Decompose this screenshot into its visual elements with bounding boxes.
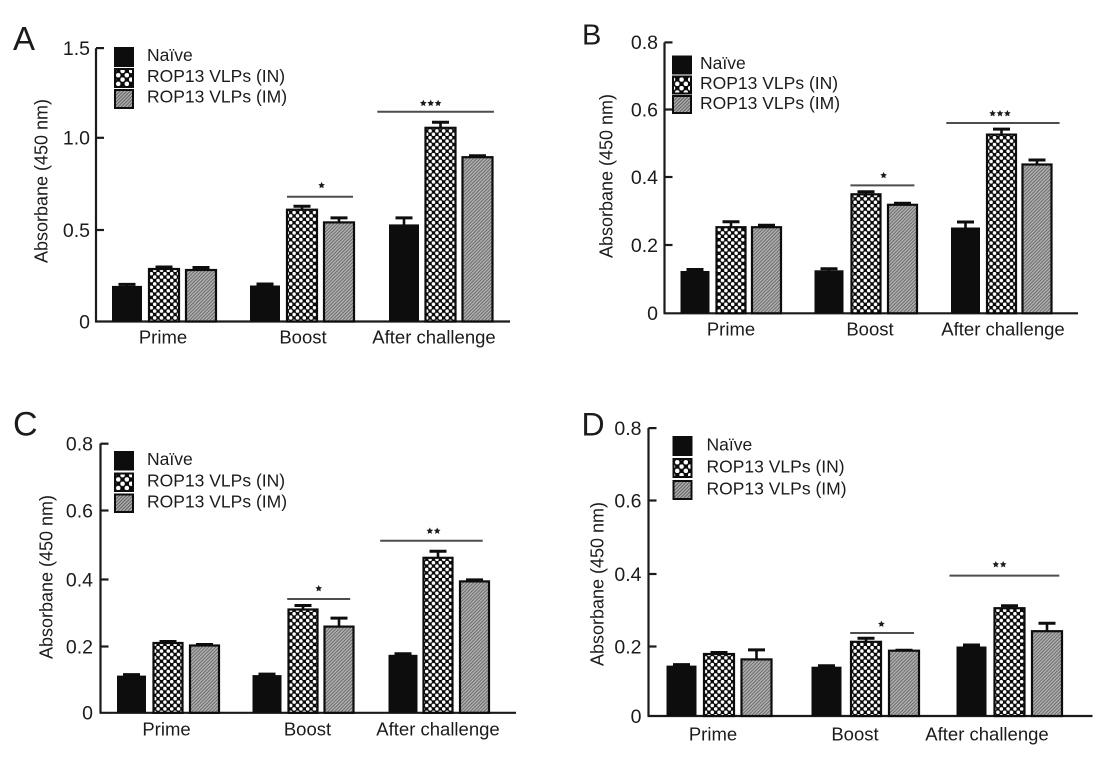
svg-text:ROP13 VLPs (IM): ROP13 VLPs (IM) [707,479,847,499]
svg-text:ROP13 VLPs (IM): ROP13 VLPs (IM) [147,492,287,512]
svg-text:0: 0 [631,706,642,728]
svg-text:ROP13 VLPs (IN): ROP13 VLPs (IN) [700,73,838,93]
svg-text:1.0: 1.0 [63,128,90,150]
svg-text:Prime: Prime [142,719,190,740]
svg-text:ROP13 VLPs (IN): ROP13 VLPs (IN) [147,471,285,491]
svg-text:B: B [582,20,601,52]
svg-text:0.6: 0.6 [66,500,93,522]
svg-text:0.6: 0.6 [614,490,641,512]
svg-text:0: 0 [82,703,93,725]
svg-text:ROP13 VLPs (IM): ROP13 VLPs (IM) [700,93,840,113]
svg-text:Naïve: Naïve [700,53,746,73]
svg-text:After challenge: After challenge [925,724,1048,745]
svg-text:ROP13 VLPs (IM): ROP13 VLPs (IM) [147,87,287,107]
svg-text:Absorbane (450 nm): Absorbane (450 nm) [36,495,56,659]
svg-text:0.4: 0.4 [614,564,641,586]
svg-text:Naïve: Naïve [147,45,193,65]
svg-text:0.8: 0.8 [614,418,641,440]
svg-text:0.2: 0.2 [631,235,658,257]
svg-text:0.8: 0.8 [631,32,658,54]
svg-text:C: C [13,406,38,444]
svg-text:0.4: 0.4 [631,167,658,189]
svg-text:Prime: Prime [689,724,737,745]
svg-text:ROP13 VLPs (IN): ROP13 VLPs (IN) [147,66,285,86]
svg-text:Boost: Boost [279,327,326,348]
svg-text:0: 0 [647,303,658,325]
svg-text:Prime: Prime [707,319,755,340]
svg-text:0.4: 0.4 [66,569,93,591]
svg-text:Naïve: Naïve [147,449,193,469]
svg-text:Absorbane (450 nm): Absorbane (450 nm) [587,502,607,666]
svg-text:D: D [582,407,605,443]
svg-text:After challenge: After challenge [376,719,499,740]
svg-text:Boost: Boost [284,719,331,740]
svg-text:Boost: Boost [831,724,878,745]
svg-text:1.5: 1.5 [63,38,90,60]
svg-text:After challenge: After challenge [941,319,1064,340]
svg-text:0.2: 0.2 [614,636,641,658]
svg-text:Naïve: Naïve [707,435,753,455]
svg-text:0.8: 0.8 [66,434,93,456]
svg-text:A: A [13,20,35,57]
svg-text:ROP13 VLPs (IN): ROP13 VLPs (IN) [707,457,845,477]
svg-text:Prime: Prime [139,327,187,348]
svg-text:0.2: 0.2 [66,636,93,658]
svg-text:0.6: 0.6 [631,99,658,121]
svg-text:Boost: Boost [846,319,893,340]
svg-text:Absorbane (450 nm): Absorbane (450 nm) [31,99,51,263]
svg-text:Absorbane (450 nm): Absorbane (450 nm) [596,94,616,258]
svg-text:After challenge: After challenge [372,327,495,348]
svg-text:0.5: 0.5 [63,220,90,242]
svg-text:0: 0 [79,311,90,333]
